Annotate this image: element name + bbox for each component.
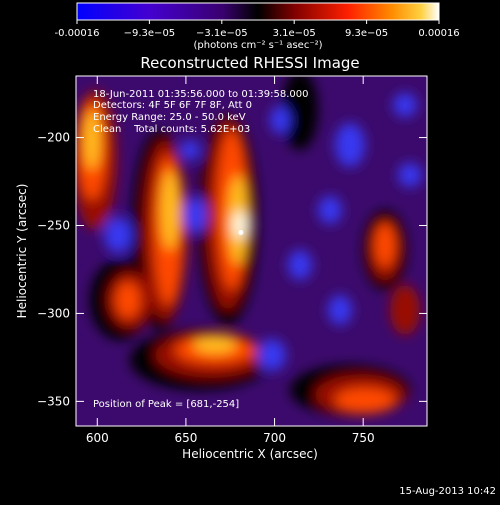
colorbar-tick-label: -0.00016	[55, 28, 100, 39]
footer-date: 15-Aug-2013 10:42	[399, 486, 496, 497]
y-axis-label: Heliocentric Y (arcsec)	[15, 184, 29, 319]
y-tick-label: −200	[37, 131, 70, 145]
colorbar: -0.00016 −9.3e−05 −3.1e−05 3.1e−05 9.3e−05 0.…	[55, 2, 460, 51]
colorbar-gradient	[76, 2, 440, 21]
annotation-detectors: Detectors: 4F 5F 6F 7F 8F, Att 0	[93, 100, 252, 111]
colorbar-unit-label: (photons cm⁻² s⁻¹ asec⁻²)	[193, 40, 322, 51]
y-tick-label: −250	[37, 218, 70, 232]
x-axis-label: Heliocentric X (arcsec)	[182, 447, 318, 461]
colorbar-tick-label: −3.1e−05	[196, 28, 248, 39]
colorbar-tick-label: 3.1e−05	[273, 28, 316, 39]
x-tick-label: 600	[86, 431, 109, 445]
plot-frame	[75, 75, 428, 427]
peak-marker	[238, 230, 244, 236]
y-axis: −200 −250 −300 −350	[37, 131, 427, 408]
annotation-clean-counts: Clean Total counts: 5.62E+03	[93, 124, 250, 135]
x-tick-label: 650	[174, 431, 197, 445]
y-tick-label: −300	[37, 306, 70, 320]
annotation-peak: Position of Peak = [681,-254]	[93, 399, 239, 410]
annotation-energy: Energy Range: 25.0 - 50.0 keV	[93, 112, 246, 123]
annotation-time-range: 18-Jun-2011 01:35:56.000 to 01:39:58.000	[93, 89, 309, 100]
colorbar-tick-label: 9.3e−05	[345, 28, 388, 39]
heatmap-image	[76, 76, 427, 426]
y-tick-label: −350	[37, 394, 70, 408]
colorbar-tick-label: 0.00016	[418, 28, 459, 39]
colorbar-tick-label: −9.3e−05	[124, 28, 176, 39]
x-axis: 600 650 700 750	[86, 76, 375, 445]
chart-title: Reconstructed RHESSI Image	[140, 54, 359, 72]
x-tick-label: 750	[352, 431, 375, 445]
x-tick-label: 700	[263, 431, 286, 445]
annotation-block: 18-Jun-2011 01:35:56.000 to 01:39:58.000…	[93, 89, 309, 410]
